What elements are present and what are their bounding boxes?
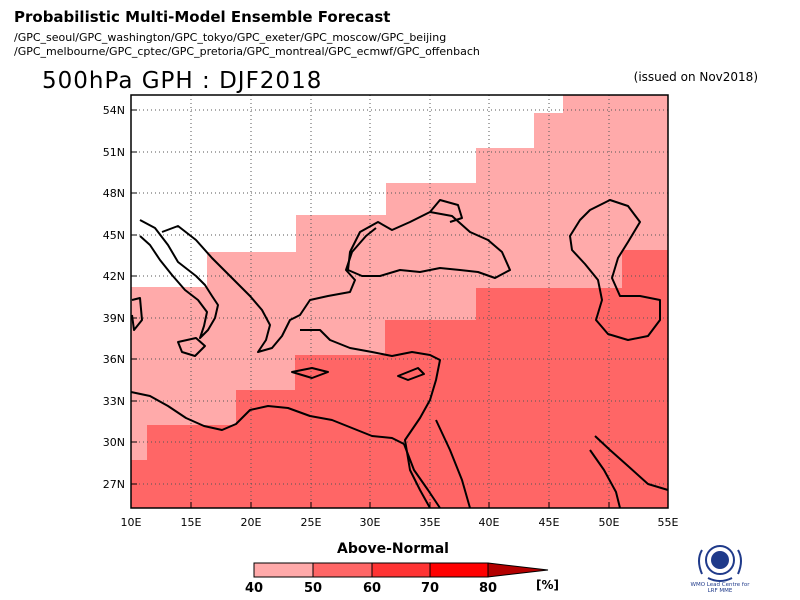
lat-label: 30N xyxy=(103,436,125,449)
lon-label: 10E xyxy=(121,516,142,529)
lon-label: 15E xyxy=(181,516,202,529)
lat-label: 48N xyxy=(103,187,125,200)
coastlines xyxy=(130,199,669,509)
legend-swatch xyxy=(371,562,431,578)
page-title: Probabilistic Multi-Model Ensemble Forec… xyxy=(14,8,391,26)
lat-label: 54N xyxy=(103,104,125,117)
legend-tick-label: 70 xyxy=(421,581,439,596)
models-list-line1: /GPC_seoul/GPC_washington/GPC_tokyo/GPC_… xyxy=(14,31,447,44)
legend-unit: [%] xyxy=(536,578,559,592)
wmo-logo-caption: WMO Lead Centre for LRF MME xyxy=(684,582,756,594)
lon-label: 55E xyxy=(658,516,679,529)
legend-tick-label: 40 xyxy=(245,581,263,596)
lat-label: 36N xyxy=(103,353,125,366)
lon-label: 50E xyxy=(599,516,620,529)
lon-label: 20E xyxy=(241,516,262,529)
wmo-caption-line1: WMO Lead Centre for xyxy=(690,582,750,588)
map-frame xyxy=(130,94,669,509)
lat-label: 42N xyxy=(103,270,125,283)
shade-40-50 xyxy=(131,95,668,460)
latitude-axis: 54N 51N 48N 45N 42N 39N 36N 33N 30N 27N xyxy=(103,104,137,491)
legend-title: Above-Normal xyxy=(337,541,449,557)
legend-colorbar: 40 50 60 70 80 xyxy=(245,562,549,596)
lon-label: 25E xyxy=(301,516,322,529)
wmo-logo-icon xyxy=(698,545,742,582)
lat-label: 33N xyxy=(103,395,125,408)
lon-label: 30E xyxy=(360,516,381,529)
lat-label: 27N xyxy=(103,478,125,491)
legend-swatch xyxy=(253,562,314,578)
legend-tick-label: 50 xyxy=(304,581,322,596)
shade-50-60 xyxy=(131,250,668,508)
legend-arrow xyxy=(487,562,549,578)
issued-date: (issued on Nov2018) xyxy=(633,70,758,84)
legend-tick-label: 80 xyxy=(479,581,497,596)
probability-shading xyxy=(131,95,668,508)
wmo-caption-line2: LRF MME xyxy=(707,588,733,594)
lat-label: 51N xyxy=(103,146,125,159)
legend-tick-label: 60 xyxy=(363,581,381,596)
legend-swatch xyxy=(429,562,489,578)
lon-label: 45E xyxy=(539,516,560,529)
lat-label: 45N xyxy=(103,229,125,242)
map-title: 500hPa GPH : DJF2018 xyxy=(42,68,323,94)
lon-label: 35E xyxy=(420,516,441,529)
lat-label: 39N xyxy=(103,312,125,325)
legend-swatch xyxy=(312,562,373,578)
lon-label: 40E xyxy=(479,516,500,529)
models-list-line2: /GPC_melbourne/GPC_cptec/GPC_pretoria/GP… xyxy=(14,45,480,58)
longitude-axis: 10E 15E 20E 25E 30E 35E 40E 45E 50E 55E xyxy=(121,502,679,529)
